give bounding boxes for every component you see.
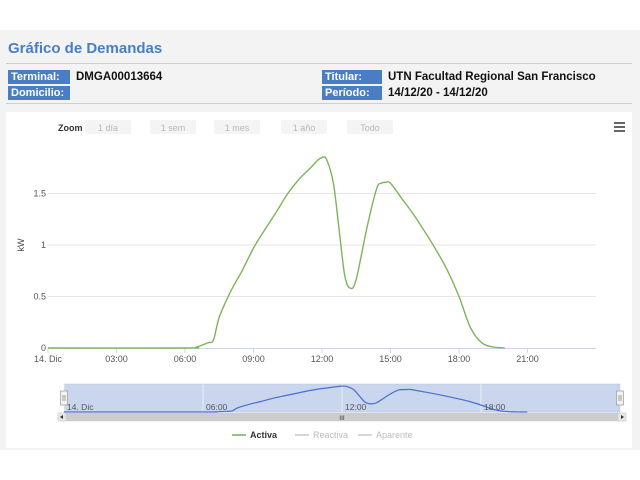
page-title: Gráfico de Demandas — [8, 40, 163, 57]
zoom-label: Zoom — [58, 123, 83, 133]
y-axis-label: kW — [16, 238, 26, 252]
legend-label-reactiva: Reactiva — [313, 430, 348, 440]
legend-item-activa[interactable]: Activa — [232, 430, 278, 440]
navigator-handle-left[interactable] — [60, 390, 68, 406]
x-tick-label-6: 18:00 — [448, 354, 471, 364]
menu-icon-bar-2 — [614, 130, 625, 132]
legend-label-activa: Activa — [250, 430, 278, 440]
scroll-right-arrow-icon — [621, 415, 624, 419]
zoom-button-4[interactable] — [347, 120, 393, 134]
periodo-label: Período: — [322, 86, 382, 100]
y-tick-label-1: 0.5 — [33, 292, 46, 302]
series-line-activa — [47, 156, 505, 349]
zoom-button-2[interactable] — [214, 120, 260, 134]
domicilio-label: Domicilio: — [8, 86, 70, 100]
titular-value: UTN Facultad Regional San Francisco — [388, 71, 596, 83]
x-tick-label-3: 09:00 — [242, 354, 265, 364]
scrollbar-grip: III — [339, 415, 345, 422]
chart-container: Zoom 1 día 1 sem 1 mes 1 año Todo 0 0.5 1 1.5 14. … — [6, 112, 632, 448]
y-tick-label-2: 1 — [41, 240, 46, 250]
scroll-left-arrow-icon — [60, 415, 63, 419]
x-tick-label-1: 03:00 — [105, 354, 128, 364]
terminal-value: DMGA00013664 — [76, 71, 163, 83]
y-tick-label-3: 1.5 — [33, 189, 46, 199]
navigator-label-3: 18:00 — [484, 402, 506, 412]
navigator-series-line — [63, 385, 528, 413]
zoom-button-1[interactable] — [150, 120, 196, 134]
zoom-button-3[interactable] — [281, 120, 327, 134]
x-tick-label-2: 06:00 — [174, 354, 197, 364]
title-divider — [6, 63, 632, 64]
menu-icon-bar-1 — [614, 126, 625, 128]
legend-item-reactiva[interactable]: Reactiva — [295, 430, 348, 440]
zoom-button-label-2: 1 mes — [225, 123, 250, 133]
demand-chart: Zoom 1 día 1 sem 1 mes 1 año Todo 0 0.5 1 1.5 14. … — [16, 118, 628, 440]
zoom-button-0[interactable] — [85, 120, 131, 134]
terminal-label: Terminal: — [8, 70, 70, 84]
navigator-handle-right[interactable] — [616, 390, 624, 406]
menu-icon-bar-0 — [614, 122, 625, 124]
navigator-label-2: 12:00 — [345, 402, 367, 412]
x-tick-label-7: 21:00 — [516, 354, 539, 364]
hamburger-menu-icon[interactable] — [610, 118, 628, 134]
zoom-button-label-0: 1 día — [98, 123, 118, 133]
titular-label: Titular: — [322, 70, 382, 84]
periodo-value: 14/12/20 - 14/12/20 — [388, 87, 488, 99]
navigator-label-1: 06:00 — [206, 402, 228, 412]
scrollbar-thumb[interactable] — [66, 413, 618, 421]
x-tick-label-4: 12:00 — [311, 354, 334, 364]
zoom-button-label-4: Todo — [360, 123, 380, 133]
legend-item-aparente[interactable]: Aparente — [358, 430, 413, 440]
info-divider — [6, 103, 632, 104]
x-tick-label-5: 15:00 — [379, 354, 402, 364]
zoom-button-label-3: 1 año — [293, 123, 316, 133]
navigator-label-0: 14. Dic — [67, 402, 94, 412]
y-tick-label-0: 0 — [41, 343, 46, 353]
x-tick-label-0: 14. Dic — [34, 354, 63, 364]
legend-label-aparente: Aparente — [376, 430, 413, 440]
zoom-button-label-1: 1 sem — [161, 123, 186, 133]
